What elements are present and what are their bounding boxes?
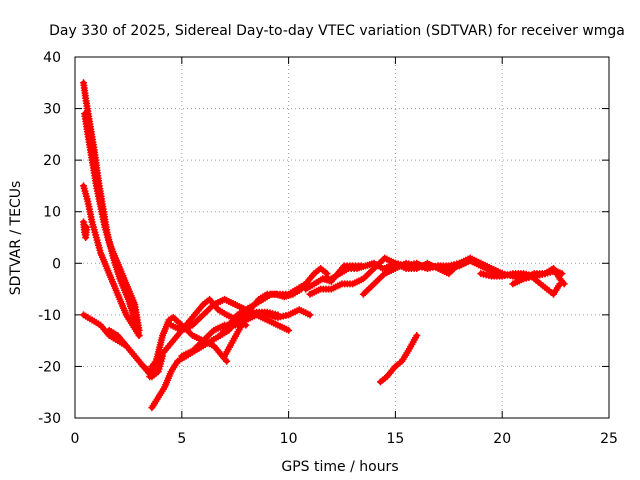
series-track-4-points [80, 218, 91, 241]
y-tick-label: -30 [38, 411, 61, 427]
y-tick-label: -20 [38, 359, 61, 375]
y-tick-label: 0 [52, 256, 61, 272]
data-point [83, 223, 91, 231]
data-point [413, 331, 421, 339]
series-track-2-points [81, 110, 143, 334]
data-point [306, 311, 314, 319]
series-track-3-points [80, 182, 143, 339]
x-tick-label: 15 [386, 431, 404, 447]
y-tick-label: 20 [43, 153, 61, 169]
y-tick-label: 40 [43, 50, 61, 66]
data-point [285, 326, 293, 334]
series-track-13-points [221, 285, 305, 360]
x-axis-label: GPS time / hours [281, 459, 398, 475]
y-tick-label: 10 [43, 205, 61, 221]
y-tick-label: 30 [43, 102, 61, 118]
x-tick-label: 0 [71, 431, 80, 447]
data-point [323, 270, 331, 278]
plot-border [74, 56, 610, 419]
data-point [135, 331, 143, 339]
x-tick-label: 5 [177, 431, 186, 447]
x-tick-label: 10 [280, 431, 298, 447]
x-tick-label: 25 [600, 431, 618, 447]
series-track-22-points [530, 275, 564, 298]
chart-title: Day 330 of 2025, Sidereal Day-to-day VTE… [49, 23, 625, 39]
data-point [556, 280, 564, 288]
grid-lines [75, 57, 609, 418]
series-track-23-points [376, 331, 421, 386]
y-tick-label: -10 [38, 308, 61, 324]
data-point [223, 357, 231, 365]
series-track-16-points [319, 262, 365, 285]
data-point [357, 262, 365, 270]
x-tick-label: 20 [493, 431, 511, 447]
series-track-21-points [509, 264, 568, 288]
y-axis-label: SDTVAR / TECUs [8, 181, 24, 296]
plot-area [80, 79, 568, 412]
tick-labels: 0 5 10 15 20 25 -30 -20 -10 0 10 20 30 40 [38, 50, 618, 447]
data-point [558, 270, 566, 278]
